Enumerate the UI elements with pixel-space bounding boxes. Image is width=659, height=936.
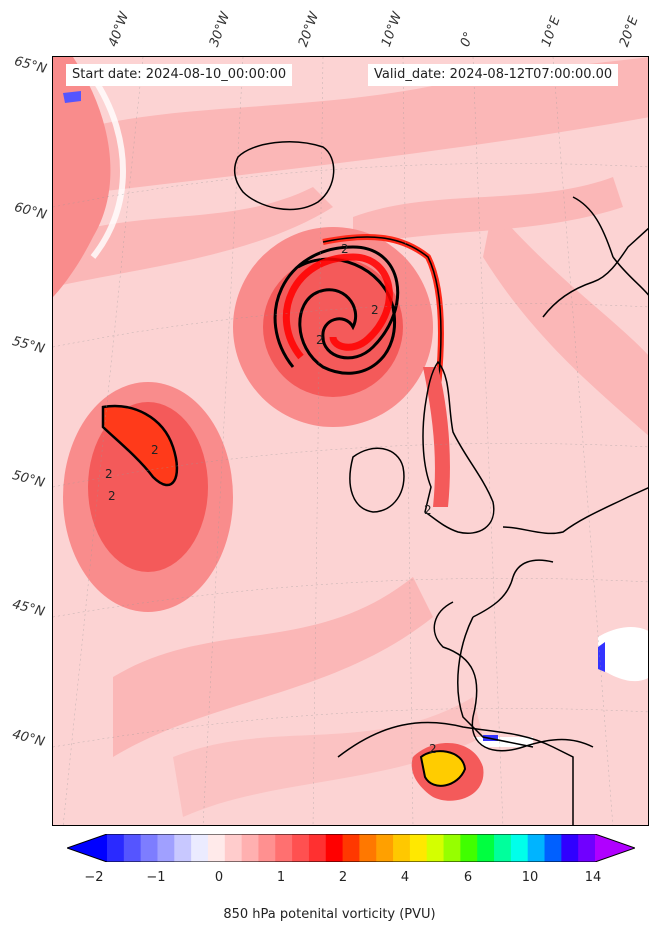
coastlines (233, 141, 648, 825)
pv-band (483, 207, 648, 436)
pv-band (53, 57, 648, 197)
lon-label: 10°E (538, 14, 564, 50)
lon-label: 30°W (206, 10, 234, 49)
colorbar-segment (207, 834, 226, 862)
colorbar-segment (342, 834, 360, 862)
pv-cyclone-central-mid (263, 257, 403, 397)
lon-label: 20°W (295, 10, 323, 49)
colorbar (67, 834, 635, 862)
lat-label: 50°N (10, 468, 47, 491)
start-date-label: Start date: 2024-08-10_00:00:00 (66, 64, 293, 86)
pv-white-patch-ne (598, 627, 648, 682)
pv-cyclone-central-arm-outline (322, 236, 442, 388)
pv-field-map (53, 57, 648, 825)
colorbar-segment (191, 834, 209, 862)
colorbar-title: 850 hPa potenital vorticity (PVU) (223, 907, 436, 922)
contour-label: 2 (424, 503, 432, 517)
pv-blue-patch-ne (598, 642, 605, 672)
colorbar-tick-label: 1 (276, 870, 286, 885)
scandinavia-coast (542, 227, 648, 318)
colorbar-segment (426, 834, 445, 862)
lat-label: 60°N (12, 200, 49, 223)
colorbar-tick-label: 6 (463, 870, 473, 885)
colorbar-segment (241, 834, 259, 862)
lon-label: 10°W (378, 10, 406, 49)
colorbar-segment (409, 834, 428, 862)
lat-label: 65°N (12, 54, 49, 77)
contour-label: 2 (371, 303, 379, 317)
colorbar-segment (359, 834, 377, 862)
colorbar-tick-label: 10 (521, 870, 539, 885)
colorbar-tick-label: −2 (84, 870, 104, 885)
colorbar-tick-label: 0 (214, 870, 224, 885)
colorbar-segment (140, 834, 158, 862)
pv-cyclone-west-arc (53, 57, 111, 297)
pv-cyclone-west-mid (88, 402, 208, 572)
colorbar-tick-label: 14 (584, 870, 602, 885)
contour-label: 2 (151, 443, 159, 457)
pv-band (353, 177, 623, 247)
iberia-coast (457, 616, 534, 748)
colorbar-segment (510, 834, 529, 862)
colorbar-tick-label: 2 (338, 870, 348, 885)
pv-cyclone-central-spiral (273, 245, 400, 375)
colorbar-segment (494, 834, 512, 862)
colorbar-max-extension (595, 834, 635, 862)
africa-coast (337, 721, 574, 825)
colorbar-segment (157, 834, 175, 862)
colorbar-segment (443, 834, 461, 862)
great-britain-coast (422, 360, 495, 534)
colorbar-segment (460, 834, 478, 862)
europe-coast (433, 196, 648, 752)
pv-band (53, 187, 333, 287)
pv-cyclone-west-core (101, 404, 179, 487)
colorbar-segment (174, 834, 192, 862)
colorbar-segment (477, 834, 495, 862)
pv-cyclone-west-ring (90, 75, 126, 259)
colorbar-segment (224, 834, 243, 862)
colorbar-segment (107, 834, 125, 862)
colorbar-segment (561, 834, 579, 862)
lat-label: 55°N (10, 334, 47, 357)
colorbar-segment (258, 834, 276, 862)
colorbar-segment (578, 834, 596, 862)
graticule (53, 57, 648, 825)
colorbar-tick-label: −1 (146, 870, 166, 885)
lat-label: 40°N (10, 727, 47, 750)
pv-med-yellow (419, 750, 467, 787)
contour-label: 2 (341, 242, 349, 256)
colorbar-segment (544, 834, 562, 862)
colorbar-segment (325, 834, 344, 862)
pv-uk-band (423, 367, 450, 507)
contour-label: 2 (316, 333, 324, 347)
contour-label: 2 (105, 467, 113, 481)
lon-label: 40°W (105, 10, 133, 49)
pv-band (113, 577, 433, 757)
colorbar-segment (275, 834, 293, 862)
colorbar-segment (308, 834, 327, 862)
map-frame: 2 2 2 2 2 2 2 2 (52, 56, 649, 826)
valid-date-label: Valid_date: 2024-08-12T07:00:00.00 (368, 64, 619, 86)
contour-label: 2 (429, 742, 437, 756)
colorbar-segment (292, 834, 310, 862)
pv-blue-patch-nw (63, 91, 81, 103)
colorbar-tick-label: 4 (400, 870, 410, 885)
iceland-coast (233, 141, 335, 211)
ireland-coast (349, 447, 405, 513)
colorbar-min-extension (67, 834, 107, 862)
colorbar-segment (376, 834, 394, 862)
pv-band (173, 697, 483, 817)
colorbar-segment (527, 834, 546, 862)
lat-label: 45°N (10, 597, 47, 620)
colorbar-segment (393, 834, 411, 862)
contour-label: 2 (108, 489, 116, 503)
lon-label: 0° (457, 29, 478, 49)
pv-cyclone-central-spiral-fill (282, 253, 393, 360)
lon-label: 20°E (616, 14, 642, 50)
colorbar-segment (123, 834, 142, 862)
